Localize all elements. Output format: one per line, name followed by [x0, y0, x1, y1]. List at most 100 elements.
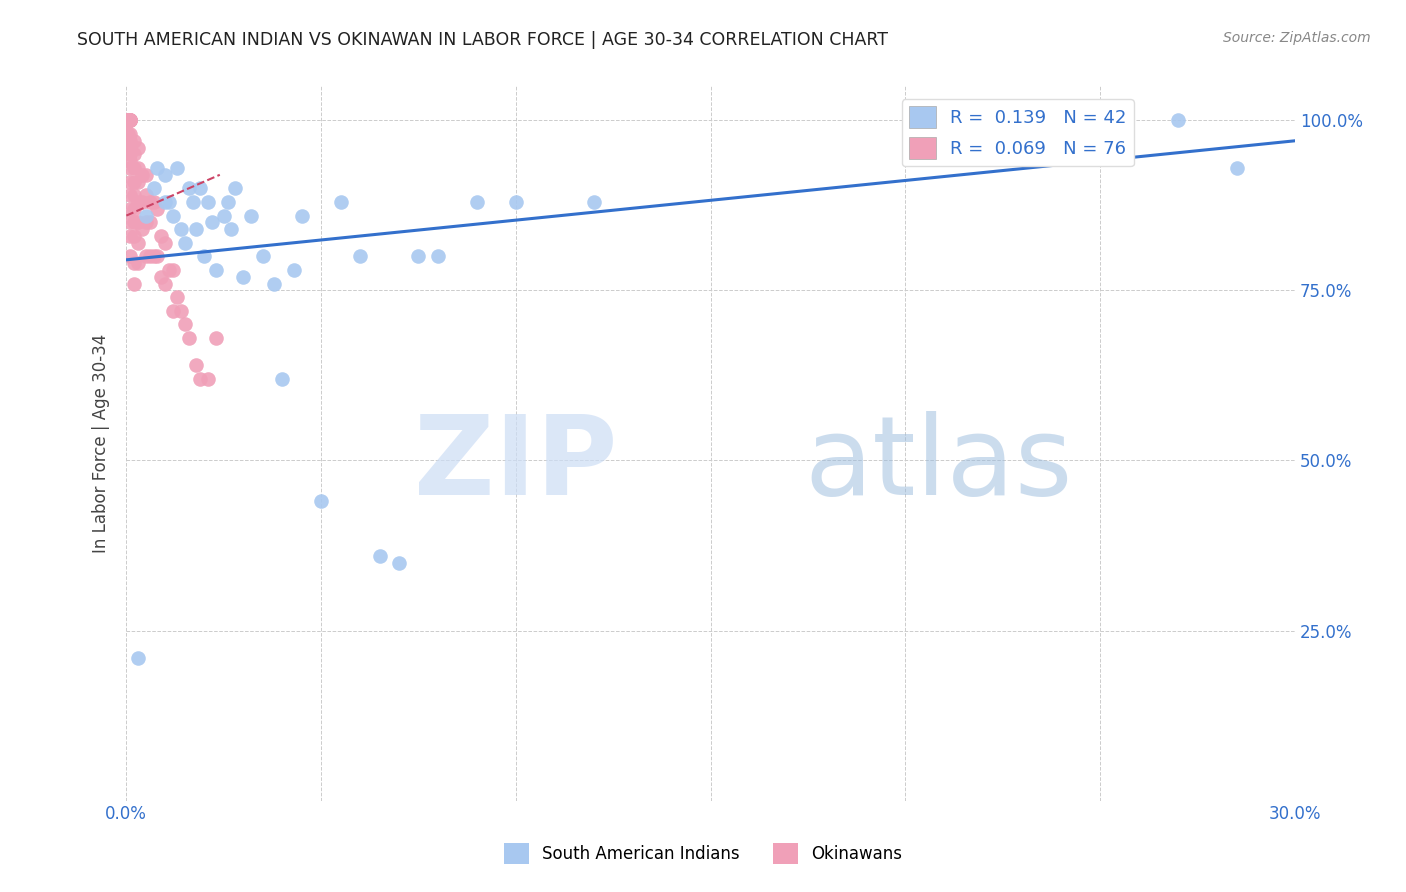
- Point: [186, 222, 208, 236]
- Point: [505, 194, 527, 209]
- Point: [120, 113, 142, 128]
- Point: [181, 194, 204, 209]
- Point: [224, 181, 246, 195]
- Text: ZIP: ZIP: [413, 411, 617, 518]
- Point: [122, 202, 145, 216]
- Point: [205, 331, 228, 345]
- Point: [117, 113, 139, 128]
- Point: [127, 194, 149, 209]
- Point: [120, 113, 142, 128]
- Point: [221, 222, 243, 236]
- Point: [170, 222, 193, 236]
- Point: [217, 194, 239, 209]
- Point: [155, 277, 177, 291]
- Point: [122, 229, 145, 244]
- Point: [146, 249, 169, 263]
- Point: [117, 113, 139, 128]
- Point: [120, 147, 142, 161]
- Point: [135, 188, 157, 202]
- Point: [146, 161, 169, 175]
- Point: [197, 372, 219, 386]
- Point: [177, 181, 200, 195]
- Point: [117, 113, 139, 128]
- Point: [120, 215, 142, 229]
- Point: [170, 303, 193, 318]
- Point: [201, 215, 224, 229]
- Point: [166, 161, 188, 175]
- Point: [120, 113, 142, 128]
- Point: [122, 256, 145, 270]
- Point: [157, 194, 180, 209]
- Point: [349, 249, 371, 263]
- Point: [120, 140, 142, 154]
- Point: [155, 194, 177, 209]
- Text: Source: ZipAtlas.com: Source: ZipAtlas.com: [1223, 31, 1371, 45]
- Point: [120, 188, 142, 202]
- Point: [122, 215, 145, 229]
- Point: [122, 175, 145, 189]
- Y-axis label: In Labor Force | Age 30-34: In Labor Force | Age 30-34: [93, 334, 110, 553]
- Point: [146, 202, 169, 216]
- Point: [120, 202, 142, 216]
- Point: [117, 127, 139, 141]
- Point: [271, 372, 294, 386]
- Point: [263, 277, 285, 291]
- Point: [142, 194, 165, 209]
- Point: [120, 175, 142, 189]
- Point: [239, 209, 262, 223]
- Point: [283, 263, 305, 277]
- Point: [135, 249, 157, 263]
- Point: [162, 263, 184, 277]
- Point: [117, 113, 139, 128]
- Point: [232, 269, 254, 284]
- Point: [127, 235, 149, 250]
- Point: [212, 209, 235, 223]
- Point: [135, 168, 157, 182]
- Point: [120, 113, 142, 128]
- Point: [120, 154, 142, 169]
- Point: [329, 194, 352, 209]
- Point: [138, 215, 160, 229]
- Point: [122, 188, 145, 202]
- Legend: R =  0.139   N = 42, R =  0.069   N = 76: R = 0.139 N = 42, R = 0.069 N = 76: [901, 99, 1135, 167]
- Point: [193, 249, 215, 263]
- Point: [131, 222, 153, 236]
- Point: [127, 175, 149, 189]
- Point: [122, 161, 145, 175]
- Point: [117, 134, 139, 148]
- Point: [1226, 161, 1249, 175]
- Point: [173, 235, 195, 250]
- Point: [117, 113, 139, 128]
- Text: atlas: atlas: [804, 411, 1073, 518]
- Point: [127, 161, 149, 175]
- Point: [465, 194, 488, 209]
- Point: [120, 249, 142, 263]
- Point: [173, 318, 195, 332]
- Point: [127, 256, 149, 270]
- Point: [135, 209, 157, 223]
- Point: [166, 290, 188, 304]
- Point: [197, 194, 219, 209]
- Point: [142, 249, 165, 263]
- Text: SOUTH AMERICAN INDIAN VS OKINAWAN IN LABOR FORCE | AGE 30-34 CORRELATION CHART: SOUTH AMERICAN INDIAN VS OKINAWAN IN LAB…: [77, 31, 889, 49]
- Point: [162, 303, 184, 318]
- Point: [120, 113, 142, 128]
- Point: [150, 229, 173, 244]
- Point: [122, 147, 145, 161]
- Point: [117, 113, 139, 128]
- Point: [120, 229, 142, 244]
- Point: [117, 113, 139, 128]
- Point: [117, 140, 139, 154]
- Point: [205, 263, 228, 277]
- Point: [117, 113, 139, 128]
- Point: [582, 194, 605, 209]
- Point: [186, 358, 208, 372]
- Point: [127, 650, 149, 665]
- Point: [122, 134, 145, 148]
- Point: [155, 235, 177, 250]
- Point: [120, 161, 142, 175]
- Point: [120, 113, 142, 128]
- Point: [120, 127, 142, 141]
- Point: [131, 194, 153, 209]
- Point: [388, 556, 411, 570]
